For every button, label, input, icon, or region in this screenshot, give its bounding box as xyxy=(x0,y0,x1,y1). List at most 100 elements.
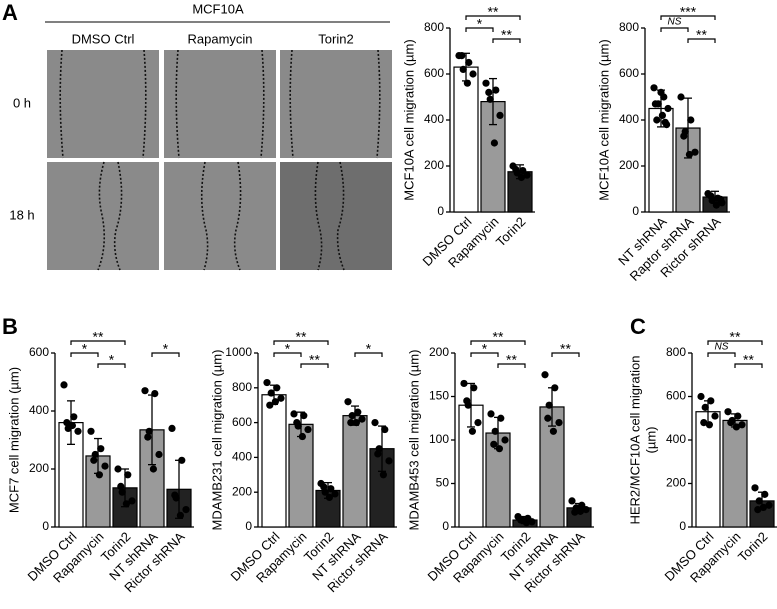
data-point xyxy=(469,70,477,78)
data-point xyxy=(544,414,552,422)
significance-label: ** xyxy=(730,329,741,345)
y-axis-label: MDAMB453 cell migration (µm) xyxy=(406,350,421,531)
significance-bracket xyxy=(151,352,180,357)
y-tick-label: 0 xyxy=(245,519,252,533)
bar-chart: 0 50 100 150 200 MDAMB453 cell migration (µm)… xyxy=(406,329,594,595)
row-label: 0 h xyxy=(13,95,31,110)
significance-bracket xyxy=(273,352,302,357)
data-point xyxy=(63,419,71,427)
data-point xyxy=(320,483,328,491)
y-tick-label: 0 xyxy=(437,204,444,218)
data-point xyxy=(523,171,531,179)
panel-label: C xyxy=(630,314,646,339)
y-axis-label: MCF10A cell migration (µm) xyxy=(596,39,611,200)
data-point xyxy=(124,471,132,479)
significance-label: ** xyxy=(296,329,307,345)
data-point xyxy=(664,104,672,113)
data-point xyxy=(651,100,660,108)
data-point xyxy=(492,86,500,94)
panel-label: B xyxy=(2,314,18,339)
significance-bracket xyxy=(354,352,383,357)
image xyxy=(47,162,159,270)
significance-label: ** xyxy=(493,329,504,345)
data-point xyxy=(459,65,467,73)
significance-bracket xyxy=(660,15,716,20)
y-tick-label: 200 xyxy=(29,461,49,475)
data-point xyxy=(60,381,68,389)
data-point xyxy=(371,419,379,427)
x-tick-label: Torin2 xyxy=(735,529,771,565)
x-tick-label: Torin2 xyxy=(493,214,529,250)
data-point xyxy=(128,497,136,505)
significance-label: * xyxy=(482,341,488,357)
data-point xyxy=(331,490,339,498)
data-point xyxy=(468,427,476,435)
data-point xyxy=(300,412,308,420)
data-point xyxy=(485,88,493,96)
y-tick-label: 600 xyxy=(232,415,252,429)
bar xyxy=(539,406,565,528)
data-point xyxy=(358,415,366,423)
data-point xyxy=(541,371,549,379)
bar-chart: 0 200 400 600 800 MCF10A cell migration (µm) N… xyxy=(596,4,730,284)
data-point xyxy=(95,471,103,479)
significance-bracket xyxy=(707,352,736,357)
data-point xyxy=(90,456,98,464)
data-point xyxy=(463,79,471,87)
data-point xyxy=(658,111,667,119)
data-point xyxy=(522,519,531,527)
data-point xyxy=(344,398,352,406)
data-point xyxy=(381,425,389,434)
data-point xyxy=(487,410,495,418)
data-point xyxy=(352,419,360,427)
y-tick-label: 200 xyxy=(232,484,252,498)
column-label: DMSO Ctrl xyxy=(72,31,135,46)
data-point xyxy=(512,165,520,174)
y-tick-label: 200 xyxy=(429,345,449,359)
data-point xyxy=(717,195,725,203)
significance-bracket xyxy=(470,340,526,345)
significance-bracket xyxy=(734,363,763,368)
y-tick-label: 50 xyxy=(436,476,450,490)
data-point xyxy=(176,511,184,519)
y-tick-label: 800 xyxy=(424,20,444,34)
bar xyxy=(722,419,748,528)
y-tick-label: 400 xyxy=(619,112,639,126)
data-point xyxy=(707,397,715,405)
y-tick-label: 100 xyxy=(429,432,449,446)
data-point xyxy=(759,503,768,512)
significance-bracket xyxy=(497,363,526,368)
data-point xyxy=(490,139,498,147)
significance-label: * xyxy=(285,341,291,357)
data-point xyxy=(705,421,714,429)
data-point xyxy=(738,421,746,429)
panel-label: A xyxy=(2,0,18,25)
data-point xyxy=(482,79,490,87)
data-point xyxy=(91,450,99,459)
data-point xyxy=(145,427,153,435)
y-tick-label: 200 xyxy=(666,476,686,490)
data-point xyxy=(496,111,504,119)
data-point xyxy=(325,493,333,502)
significance-label: * xyxy=(163,341,169,357)
data-point xyxy=(347,419,355,427)
significance-label: NS xyxy=(715,342,729,353)
y-tick-label: 800 xyxy=(232,380,252,394)
data-point xyxy=(571,508,579,516)
data-point xyxy=(118,488,126,496)
data-point xyxy=(465,58,473,67)
significance-bracket xyxy=(300,363,329,368)
image-title: MCF10A xyxy=(192,1,244,16)
bar xyxy=(695,411,721,528)
data-point xyxy=(171,491,179,499)
data-point xyxy=(576,507,585,515)
y-tick-label: 1000 xyxy=(225,345,252,359)
y-tick-label: 400 xyxy=(666,432,686,446)
data-point xyxy=(474,419,482,427)
significance-label: ** xyxy=(93,329,104,345)
y-tick-label: 0 xyxy=(442,519,449,533)
significance-bracket xyxy=(465,15,521,20)
data-point xyxy=(458,52,466,60)
data-point xyxy=(517,516,525,524)
